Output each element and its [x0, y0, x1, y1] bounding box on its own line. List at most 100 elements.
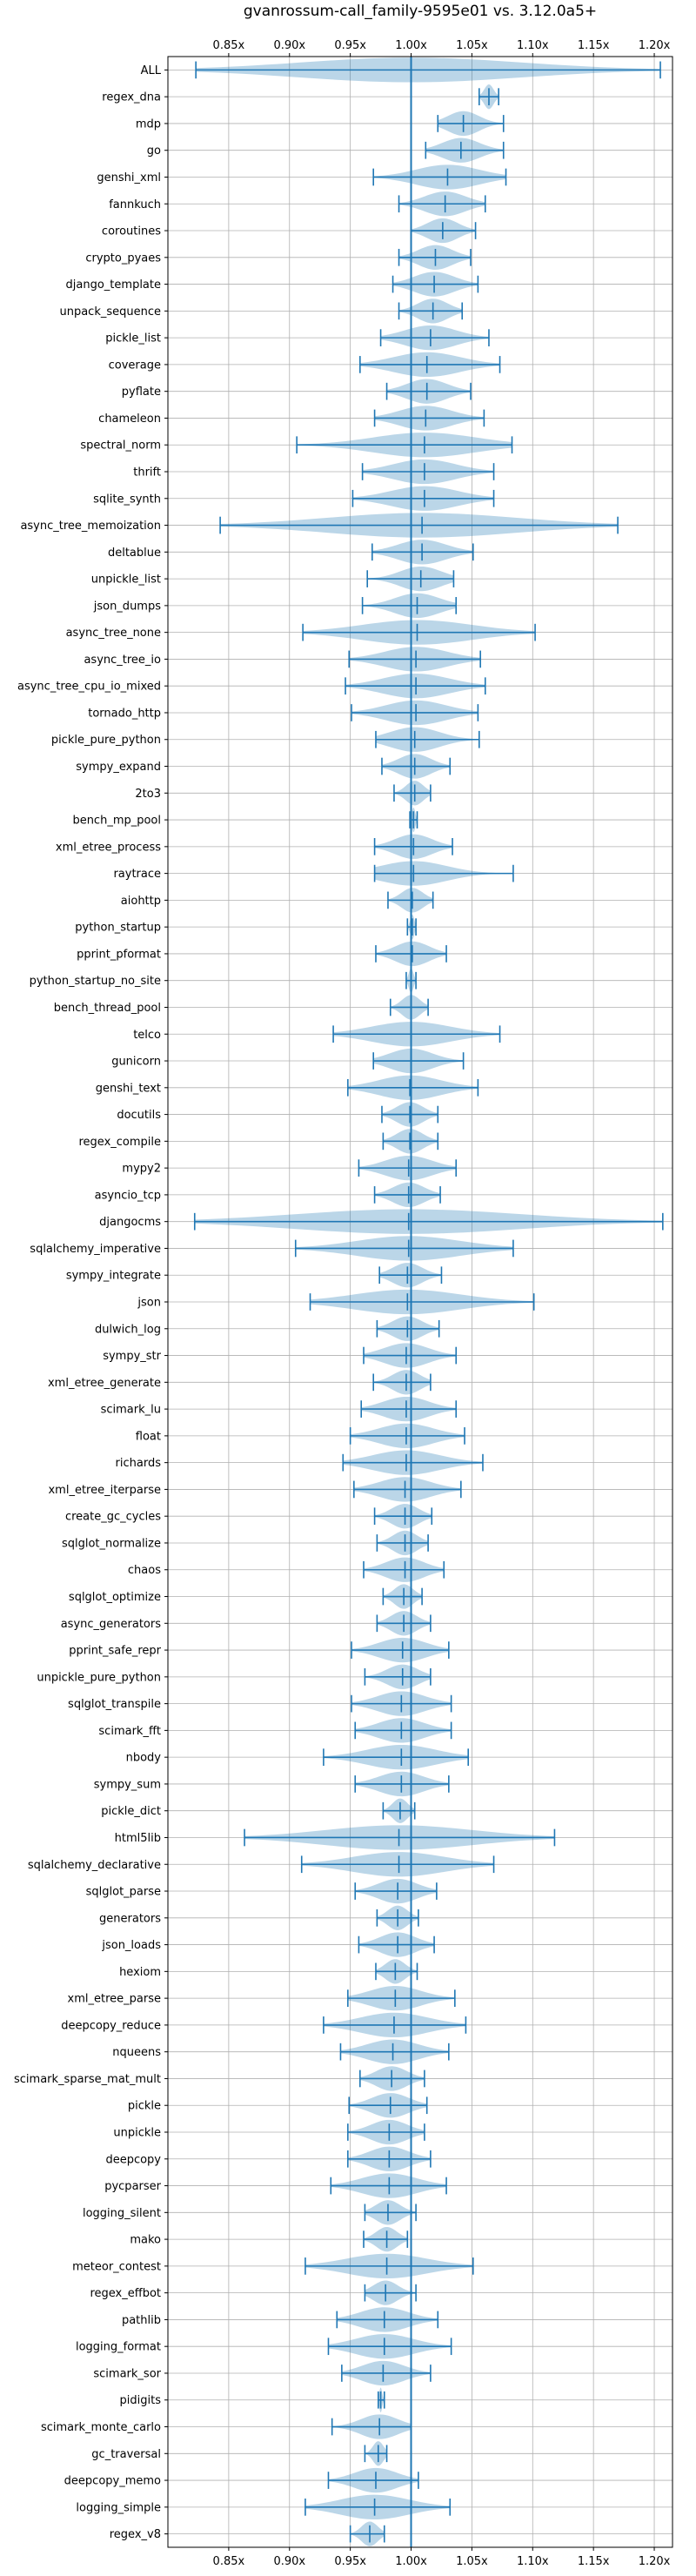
benchmark-label: raytrace: [113, 868, 161, 881]
benchmark-label: logging_silent: [83, 2207, 161, 2220]
x-tick-label-bottom: 0.95x: [334, 2555, 366, 2568]
benchmark-label: scimark_fft: [98, 1725, 161, 1738]
benchmark-label: sqlglot_parse: [86, 1886, 161, 1899]
benchmark-label: xml_etree_parse: [68, 1993, 161, 2006]
benchmark-label: mypy2: [122, 1163, 161, 1176]
benchmark-label: tornado_http: [88, 707, 161, 720]
benchmark-label: xml_etree_iterparse: [48, 1484, 161, 1497]
benchmark-label: thrift: [133, 466, 161, 480]
benchmark-label: unpickle_list: [91, 574, 161, 587]
benchmark-label: deepcopy: [105, 2153, 161, 2166]
x-tick-label-top: 1.20x: [639, 39, 671, 52]
benchmark-label: gc_traversal: [91, 2448, 161, 2461]
benchmark-label: html5lib: [115, 1832, 161, 1845]
benchmark-label: pycparser: [104, 2180, 161, 2193]
x-tick-label-top: 1.05x: [456, 39, 488, 52]
benchmark-label: mako: [130, 2234, 161, 2247]
benchmark-label: logging_simple: [76, 2501, 161, 2514]
benchmark-label: deepcopy_memo: [64, 2475, 161, 2488]
benchmark-label: regex_v8: [110, 2528, 161, 2541]
x-tick-label-bottom: 1.20x: [639, 2555, 671, 2568]
benchmark-label: nqueens: [112, 2046, 161, 2059]
benchmark-label: bench_mp_pool: [72, 815, 161, 828]
benchmark-label: bench_thread_pool: [54, 1002, 161, 1015]
benchmark-label: unpickle_pure_python: [37, 1671, 161, 1684]
benchmark-label: crypto_pyaes: [85, 252, 161, 265]
benchmark-label: async_tree_none: [66, 627, 161, 640]
benchmark-label: asyncio_tcp: [95, 1189, 161, 1202]
benchmark-label: xml_etree_process: [56, 841, 161, 854]
benchmark-label: sympy_integrate: [66, 1270, 161, 1283]
benchmark-label: float: [136, 1430, 161, 1443]
benchmark-label: generators: [99, 1912, 161, 1925]
benchmark-label: xml_etree_generate: [48, 1377, 161, 1390]
benchmark-label: ALL: [141, 64, 162, 77]
benchmark-label: pyflate: [122, 386, 161, 399]
x-tick-label-top: 1.15x: [578, 39, 610, 52]
benchmark-label: unpickle: [113, 2127, 161, 2140]
benchmark-label: pickle_dict: [101, 1805, 161, 1818]
x-tick-label-top: 0.95x: [334, 39, 366, 52]
benchmark-label: gunicorn: [111, 1056, 161, 1069]
benchmark-label: create_gc_cycles: [65, 1511, 161, 1524]
benchmark-label: coroutines: [102, 225, 161, 238]
benchmark-label: docutils: [117, 1109, 161, 1122]
benchmark-label: pickle: [128, 2100, 161, 2113]
benchmark-label: regex_compile: [78, 1136, 161, 1149]
benchmark-label: async_tree_memoization: [20, 520, 161, 533]
benchmark-label: dulwich_log: [95, 1323, 161, 1336]
benchmark-label: django_template: [66, 278, 161, 292]
benchmark-label: spectral_norm: [80, 439, 161, 453]
benchmark-label: chameleon: [98, 413, 161, 426]
x-tick-label-top: 1.10x: [517, 39, 549, 52]
x-tick-label-bottom: 0.90x: [273, 2555, 305, 2568]
x-tick-label-bottom: 1.10x: [517, 2555, 549, 2568]
benchmark-label: regex_dna: [102, 91, 161, 104]
benchmark-label: deltablue: [108, 547, 161, 560]
benchmark-label: pprint_pformat: [77, 948, 161, 961]
chart-title: gvanrossum-call_family-9595e01 vs. 3.12.…: [244, 3, 597, 20]
benchmark-label: async_tree_io: [84, 654, 161, 667]
x-tick-label-top: 0.85x: [213, 39, 245, 52]
benchmark-label: go: [147, 144, 161, 158]
benchmark-label: async_tree_cpu_io_mixed: [17, 681, 161, 694]
benchmark-label: sympy_str: [103, 1350, 161, 1363]
x-tick-labels: 0.85x 0.85x 0.90x 0.90x 0.95x 0.95x 1.00x 1.00x…: [213, 39, 671, 2568]
benchmark-label: djangocms: [99, 1216, 161, 1229]
benchmark-label: sqlglot_optimize: [69, 1591, 161, 1604]
x-tick-label-bottom: 1.00x: [395, 2555, 427, 2568]
x-tick-label-bottom: 1.15x: [578, 2555, 610, 2568]
benchmark-label: pathlib: [122, 2314, 161, 2327]
benchmark-label: json: [137, 1297, 161, 1310]
benchmark-label: pprint_safe_repr: [69, 1645, 161, 1658]
x-tick-label-bottom: 0.85x: [213, 2555, 245, 2568]
benchmark-label: sqlglot_transpile: [68, 1698, 161, 1711]
benchmark-label: python_startup_no_site: [30, 975, 161, 988]
x-tick-label-top: 0.90x: [273, 39, 305, 52]
benchmark-label: sqlglot_normalize: [62, 1537, 161, 1550]
plot-frame: [167, 56, 673, 2548]
benchmark-label: meteor_contest: [72, 2260, 161, 2273]
benchmark-label: scimark_monte_carlo: [41, 2421, 161, 2434]
benchmark-label: scimark_lu: [101, 1404, 161, 1417]
benchmark-label: scimark_sparse_mat_mult: [14, 2073, 161, 2086]
benchmark-label: telco: [133, 1029, 161, 1042]
benchmark-label: scimark_sor: [93, 2367, 161, 2380]
benchmark-label: sympy_expand: [76, 761, 161, 774]
benchmark-label: sqlite_synth: [93, 493, 161, 506]
benchmark-label: 2to3: [135, 788, 161, 801]
benchmark-label: unpack_sequence: [59, 305, 161, 319]
benchmark-label: sqlalchemy_imperative: [30, 1243, 161, 1256]
benchmark-label: sqlalchemy_declarative: [28, 1859, 161, 1872]
benchmark-label: regex_effbot: [90, 2287, 161, 2300]
benchmark-label: pickle_list: [105, 332, 161, 345]
benchmark-label: pickle_pure_python: [51, 734, 161, 747]
benchmark-label: logging_format: [76, 2341, 161, 2354]
benchmark-label: sympy_sum: [94, 1778, 161, 1791]
benchmark-label: async_generators: [61, 1618, 162, 1631]
benchmark-label: richards: [116, 1457, 162, 1470]
benchmark-label: fannkuch: [109, 198, 161, 211]
x-tick-label-top: 1.00x: [395, 39, 427, 52]
